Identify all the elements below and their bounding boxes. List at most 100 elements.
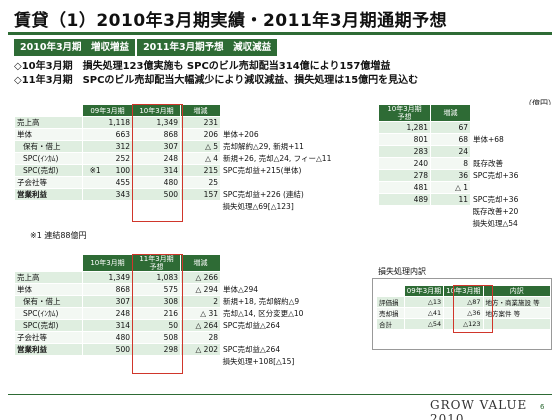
- column-header: 11年3月期 予想: [132, 254, 181, 272]
- value-prior: 1,118: [82, 116, 133, 129]
- blank-cell: [82, 200, 133, 213]
- row-label: 売上高: [14, 271, 83, 284]
- blank-cell: [180, 200, 221, 213]
- column-header: [14, 254, 83, 272]
- logo: GROW VALUE 2010: [430, 398, 528, 420]
- value-current: 50: [132, 319, 181, 332]
- row-note: SPC売却益+226 (連結): [220, 188, 339, 201]
- value-change: 215: [180, 164, 221, 177]
- unit-label: （億円）: [524, 99, 556, 108]
- blank-cell: [14, 200, 83, 213]
- row-note: [470, 181, 551, 194]
- row-note: [482, 318, 552, 330]
- value-prior: ※1 100: [82, 164, 133, 177]
- table-row: 合計 △54 △123: [376, 318, 552, 330]
- extra-note: 損失処理△54: [470, 217, 551, 230]
- table-row: 売上高 1,118 1,349 231: [14, 116, 339, 129]
- bullet-fy2010: ◇10年3月期 損失処理123億実施も SPCのビル売却配当314億により157…: [14, 61, 391, 72]
- row-label: SPC(ｲﾝｶﾑ): [14, 152, 83, 165]
- value-change: 28: [180, 331, 221, 344]
- headline-band: 2010年3月期 増収増益 2011年3月期予想 減収減益: [14, 39, 374, 56]
- value-current: 500: [132, 188, 181, 201]
- loss-breakdown-table: 09年3月期 10年3月期 内訳 評価損 △13 △87 地方・商業施設 等売却損 △41 △3…: [376, 285, 552, 330]
- column-header: 10年3月期: [443, 285, 484, 297]
- row-label: 営業利益: [14, 188, 83, 201]
- column-header: 10年3月期: [82, 254, 133, 272]
- value-forecast: 240: [378, 157, 431, 170]
- extra-note: 損失処理+108[△15]: [220, 355, 339, 368]
- row-note: [470, 121, 551, 134]
- blank-cell: [82, 355, 133, 368]
- column-header: 内訳: [482, 285, 552, 297]
- blank-cell: [132, 200, 181, 213]
- value-current: 508: [132, 331, 181, 344]
- value-change: △ 266: [180, 271, 221, 284]
- row-note: [220, 271, 339, 284]
- column-header: [14, 104, 83, 117]
- value-change: 25: [180, 176, 221, 189]
- table-row: SPC(売却) ※1 100 314 215 SPC売却益+215(単体): [14, 164, 339, 177]
- table-row: 278 36 SPC売却+36: [378, 169, 551, 182]
- value-current: 248: [132, 152, 181, 165]
- extra-note-row: 損失処理+108[△15]: [14, 355, 339, 368]
- value-current: 1,083: [132, 271, 181, 284]
- header-row: 09年3月期 10年3月期 内訳: [376, 285, 552, 297]
- row-label: 単体: [14, 283, 83, 296]
- value-change: 11: [430, 193, 471, 206]
- headline-2011: 2011年3月期予想 減収減益: [137, 39, 278, 56]
- table-row: 営業利益 500 298 △ 202 SPC売却益△264: [14, 343, 339, 356]
- table-row: 子会社等 455 480 25: [14, 176, 339, 189]
- value-prior: △13: [403, 296, 445, 308]
- row-note: [220, 116, 339, 129]
- row-note: SPC売却益△264: [220, 343, 339, 356]
- value-current: △36: [443, 307, 484, 319]
- row-label: 子会社等: [14, 331, 83, 344]
- value-current: 307: [132, 140, 181, 153]
- value-current: 308: [132, 295, 181, 308]
- value-prior: 248: [82, 307, 133, 320]
- value-change: 2: [180, 295, 221, 308]
- column-header: 10年3月期 予想: [378, 104, 431, 122]
- extra-note-row: 損失処理△69[△123]: [14, 200, 339, 213]
- value-forecast: 481: [378, 181, 431, 194]
- value-change: △ 202: [180, 343, 221, 356]
- summary-bullets: ◇10年3月期 損失処理123億実施も SPCのビル売却配当314億により157…: [14, 60, 418, 88]
- column-header: [376, 285, 405, 297]
- value-current: △87: [443, 296, 484, 308]
- table-row: 1,281 67: [378, 121, 551, 134]
- blank-cell: [430, 205, 471, 218]
- extra-note-row: 既存改善+20: [378, 205, 551, 218]
- value-prior: 314: [82, 319, 133, 332]
- row-label: SPC(ｲﾝｶﾑ): [14, 307, 83, 320]
- results-table-fy2010: 09年3月期 10年3月期 増減 売上高 1,118 1,349 231 単体 663 868 20…: [14, 104, 339, 213]
- value-prior: 480: [82, 331, 133, 344]
- row-label: SPC(売却): [14, 319, 83, 332]
- row-note: 単体+68: [470, 133, 551, 146]
- value-prior: 312: [82, 140, 133, 153]
- value-current: 575: [132, 283, 181, 296]
- header-spacer: [220, 254, 339, 272]
- column-header: 10年3月期: [132, 104, 181, 117]
- row-label: 単体: [14, 128, 83, 141]
- table-row: SPC(売却) 314 50 △ 264 SPC売却益△264: [14, 319, 339, 332]
- value-current: 216: [132, 307, 181, 320]
- table-row: 283 24: [378, 145, 551, 158]
- value-prior: △54: [403, 318, 445, 330]
- table-row: 保有・借上 307 308 2 新規+18, 売却解約△9: [14, 295, 339, 308]
- row-label: 営業利益: [14, 343, 83, 356]
- bullet-fy2011: ◇11年3月期 SPCのビル売却配当大幅減少により減収減益、損失処理は15億円を…: [14, 75, 419, 86]
- header-row: 10年3月期 予想 増減: [378, 104, 551, 122]
- value-prior: 343: [82, 188, 133, 201]
- row-label: 合計: [376, 318, 405, 330]
- row-note: 既存改善: [470, 157, 551, 170]
- row-note: [220, 331, 339, 344]
- row-note: 単体△294: [220, 283, 339, 296]
- value-change: 24: [430, 145, 471, 158]
- value-forecast: 283: [378, 145, 431, 158]
- header-row: 10年3月期 11年3月期 予想 増減: [14, 254, 339, 272]
- column-header: 増減: [430, 104, 471, 122]
- row-note: SPC売却+36: [470, 169, 551, 182]
- table-row: 営業利益 343 500 157 SPC売却益+226 (連結): [14, 188, 339, 201]
- table-row: 保有・借上 312 307 △ 5 売却解約△29, 新規+11: [14, 140, 339, 153]
- table-row: 489 11 SPC売却+36: [378, 193, 551, 206]
